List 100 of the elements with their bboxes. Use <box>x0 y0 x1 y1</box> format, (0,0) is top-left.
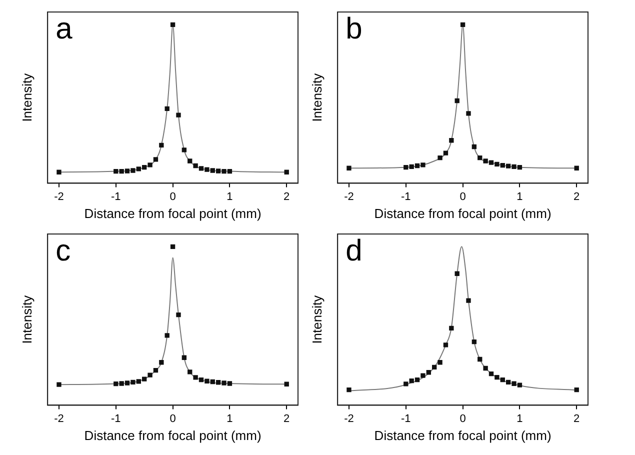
point <box>284 170 289 174</box>
point <box>56 382 62 387</box>
chart-title: a <box>56 12 73 46</box>
chart-title: b <box>346 12 362 46</box>
point <box>432 364 437 370</box>
x-axis-title: Distance from focal point (mm) <box>84 428 262 443</box>
point <box>512 381 516 386</box>
point <box>512 164 516 170</box>
point <box>227 168 232 174</box>
point <box>119 381 124 386</box>
point <box>438 156 442 160</box>
x-tick-label: 2 <box>284 190 290 203</box>
point <box>517 165 522 170</box>
point <box>454 98 460 104</box>
point <box>170 244 176 250</box>
point <box>414 163 420 168</box>
point <box>142 376 147 382</box>
point <box>494 374 500 380</box>
point <box>478 356 482 362</box>
point <box>124 168 130 174</box>
point <box>216 380 221 385</box>
point <box>204 167 210 172</box>
point <box>404 165 408 170</box>
point <box>466 298 471 303</box>
x-tick-label: -2 <box>344 412 354 425</box>
point <box>438 360 442 365</box>
point <box>136 379 141 384</box>
x-tick-label: 0 <box>170 190 176 203</box>
y-axis-title: Intensity <box>19 72 34 122</box>
point <box>449 326 454 330</box>
point <box>119 168 124 174</box>
point <box>153 368 158 373</box>
point <box>182 355 187 360</box>
x-tick-label: 2 <box>574 190 580 203</box>
x-axis-title: Distance from focal point (mm) <box>84 206 262 221</box>
point <box>148 372 152 378</box>
point <box>500 162 505 168</box>
point <box>346 387 352 392</box>
point <box>176 112 181 118</box>
x-tick-label: -2 <box>54 190 64 203</box>
point <box>443 150 448 156</box>
x-tick-label: 1 <box>516 190 523 203</box>
point <box>414 378 420 382</box>
point <box>426 370 431 375</box>
point <box>198 378 204 382</box>
point <box>198 166 204 171</box>
x-tick-label: -1 <box>401 190 411 203</box>
x-tick-label: 2 <box>574 412 580 425</box>
point <box>193 375 198 380</box>
x-tick-label: 1 <box>226 412 233 425</box>
point <box>494 162 500 167</box>
point <box>188 158 192 164</box>
point <box>506 380 511 385</box>
point <box>574 387 579 392</box>
point <box>210 379 215 384</box>
x-tick-label: 0 <box>460 190 466 203</box>
point <box>466 111 471 116</box>
point <box>488 371 494 376</box>
point <box>222 380 226 386</box>
point <box>500 378 505 382</box>
point <box>227 381 232 386</box>
point <box>574 166 579 170</box>
point <box>472 339 477 344</box>
point <box>346 166 352 170</box>
point <box>409 164 414 170</box>
point <box>409 378 414 384</box>
point <box>142 165 147 170</box>
y-axis-title: Intensity <box>309 294 324 344</box>
point <box>188 370 192 374</box>
x-axis-title: Distance from focal point (mm) <box>374 206 552 221</box>
point <box>483 158 488 164</box>
point <box>478 156 482 160</box>
point <box>148 162 152 168</box>
point <box>153 157 158 162</box>
x-tick-label: 1 <box>516 412 523 425</box>
x-tick-label: 1 <box>226 190 233 203</box>
point <box>114 381 118 386</box>
point <box>449 138 454 143</box>
point <box>193 163 198 168</box>
point <box>159 142 164 148</box>
point <box>210 168 215 173</box>
point <box>130 168 136 173</box>
x-tick-label: -1 <box>111 190 121 203</box>
chart-title: d <box>346 234 362 268</box>
point <box>284 382 289 386</box>
x-tick-label: 2 <box>284 412 290 425</box>
point <box>136 166 141 172</box>
y-axis-title: Intensity <box>19 294 34 344</box>
point <box>159 360 164 365</box>
x-tick-label: 0 <box>170 412 176 425</box>
point <box>164 106 170 112</box>
y-axis-title: Intensity <box>309 72 324 122</box>
x-tick-label: -2 <box>344 190 354 203</box>
point <box>506 164 511 168</box>
x-tick-label: -1 <box>111 412 121 425</box>
point <box>404 382 408 386</box>
point <box>454 271 460 276</box>
point <box>420 373 426 378</box>
point <box>182 148 187 152</box>
point <box>216 168 221 174</box>
